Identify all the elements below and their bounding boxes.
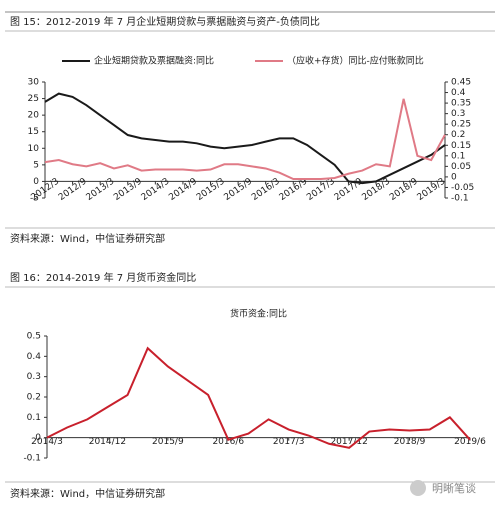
- x-tick-label: 2014/3: [140, 177, 172, 203]
- x-tick-label: 2015/3: [195, 177, 227, 203]
- x-tick-label: 2013/3: [85, 177, 117, 203]
- legend-label: 企业短期贷款及票据融资:同比: [94, 55, 214, 67]
- y-tick-label: 0.1: [27, 413, 41, 423]
- x-tick-label: 2012/9: [57, 177, 89, 204]
- watermark: 明晰笔谈: [432, 481, 476, 495]
- x-tick-label: 2017/3: [305, 177, 337, 203]
- y-tick-label: 25: [28, 94, 39, 104]
- figure-title: 图 15：2012-2019 年 7 月企业短期贷款与票据融资与资产-负债同比: [10, 15, 320, 28]
- figure-source: 资料来源：Wind，中信证券研究部: [10, 487, 165, 500]
- y-tick-label: 30: [28, 78, 40, 88]
- chart-title: 货币资金:同比: [230, 308, 287, 320]
- x-tick-label: 2013/9: [112, 177, 144, 204]
- y2-tick-label: 0.15: [451, 141, 471, 151]
- y2-tick-label: 0.2: [451, 130, 465, 140]
- y-tick-label: 0.5: [27, 332, 41, 342]
- y-tick-label: 0: [33, 177, 39, 187]
- legend-label: （应收+存货）同比-应付账款同比: [287, 55, 424, 67]
- y2-tick-label: 0.45: [451, 78, 471, 88]
- y-tick-label: -0.1: [23, 454, 41, 464]
- y-tick-label: 0.3: [27, 372, 41, 382]
- figure-title: 图 16：2014-2019 年 7 月货币资金同比: [10, 271, 196, 284]
- x-tick-label: 2017/12: [330, 437, 367, 447]
- x-tick-label: 2019/6: [454, 437, 486, 447]
- x-tick-label: 2018/9: [394, 437, 426, 447]
- y-tick-label: 5: [33, 160, 39, 170]
- x-tick-label: 2016/3: [250, 177, 282, 203]
- y2-tick-label: 0.35: [451, 99, 471, 109]
- y2-tick-label: 0.4: [451, 88, 466, 98]
- y2-tick-label: 0: [451, 172, 457, 182]
- y-tick-label: -5: [30, 194, 39, 204]
- x-tick-label: 2016/6: [212, 437, 244, 447]
- y2-tick-label: 0.25: [451, 120, 471, 130]
- y2-tick-label: 0.3: [451, 109, 465, 119]
- y2-tick-label: -0.1: [451, 194, 469, 204]
- x-tick-label: 2018/9: [388, 177, 420, 204]
- figure-source: 资料来源：Wind，中信证券研究部: [10, 232, 165, 245]
- y2-tick-label: -0.05: [451, 183, 474, 193]
- line-series: [44, 92, 446, 185]
- y-tick-label: 0: [35, 433, 41, 443]
- y-tick-label: 10: [28, 144, 40, 154]
- x-tick-label: 2017/3: [273, 437, 305, 447]
- x-tick-label: 2016/9: [278, 177, 310, 204]
- line-series: [44, 98, 446, 181]
- y-tick-label: 20: [28, 111, 40, 121]
- y2-tick-label: 0.05: [451, 162, 471, 172]
- y-tick-label: 0.4: [27, 352, 42, 362]
- x-tick-label: 2014/3: [31, 437, 63, 447]
- x-tick-label: 2014/9: [167, 177, 199, 204]
- y2-tick-label: 0.1: [451, 151, 465, 161]
- x-tick-label: 2014/12: [89, 437, 126, 447]
- x-tick-label: 2019/3: [416, 177, 448, 203]
- watermark-icon: [410, 480, 426, 496]
- y-tick-label: 0.2: [27, 393, 41, 403]
- line-series: [46, 346, 471, 449]
- y-tick-label: 15: [28, 127, 39, 137]
- x-tick-label: 2015/9: [223, 177, 255, 204]
- x-tick-label: 2015/9: [152, 437, 184, 447]
